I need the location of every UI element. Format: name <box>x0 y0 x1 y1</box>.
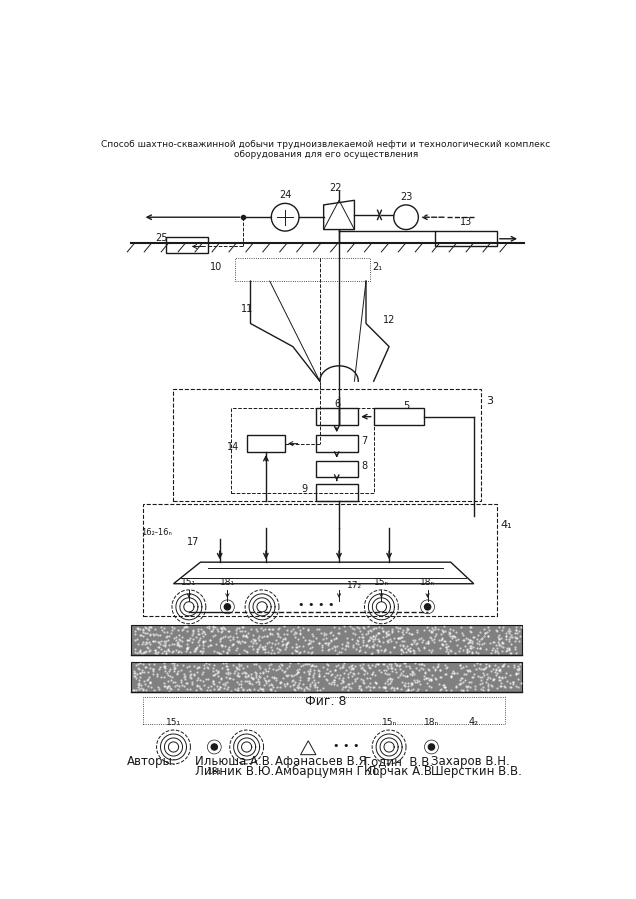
Bar <box>235 258 370 281</box>
Bar <box>316 408 358 425</box>
Bar <box>174 389 481 501</box>
Text: оборудования для его осуществления: оборудования для его осуществления <box>234 149 418 158</box>
Text: 4₁: 4₁ <box>501 520 512 530</box>
Text: 13: 13 <box>460 217 472 227</box>
Text: 7: 7 <box>361 436 368 446</box>
Text: 15ₙ: 15ₙ <box>382 718 397 727</box>
Text: 10: 10 <box>210 262 222 271</box>
Text: 18₁: 18₁ <box>207 767 222 776</box>
Text: 17₂: 17₂ <box>347 581 362 590</box>
Text: 9: 9 <box>301 484 307 494</box>
Text: 12: 12 <box>383 316 396 325</box>
Text: Авторы:: Авторы: <box>127 754 177 768</box>
Text: 14: 14 <box>226 441 239 452</box>
Text: 18ₙ: 18ₙ <box>424 718 439 727</box>
Circle shape <box>429 743 434 750</box>
Bar <box>166 237 208 253</box>
Bar <box>435 231 497 246</box>
Text: • • •: • • • <box>333 742 360 752</box>
Text: Шерсткин В.В.: Шерсткин В.В. <box>431 765 522 778</box>
Bar <box>374 408 424 425</box>
Bar <box>142 697 504 724</box>
Bar <box>131 663 522 691</box>
Text: Линник В.Ю.: Линник В.Ю. <box>195 765 274 778</box>
Text: 16₂-16ₙ: 16₂-16ₙ <box>141 529 172 538</box>
Circle shape <box>424 604 431 610</box>
Text: Фиг. 8: Фиг. 8 <box>305 695 347 708</box>
Text: 22: 22 <box>329 183 342 193</box>
Text: Захаров В.Н.: Захаров В.Н. <box>431 754 510 768</box>
Text: 18₁: 18₁ <box>220 578 235 587</box>
Text: • • • •: • • • • <box>298 601 334 610</box>
Text: 25: 25 <box>156 233 168 243</box>
Text: 8: 8 <box>361 461 368 471</box>
Circle shape <box>211 743 218 750</box>
Bar <box>131 626 522 654</box>
Text: Способ шахтно-скважинной добычи трудноизвлекаемой нефти и технологический компле: Способ шахтно-скважинной добычи трудноиз… <box>101 140 551 149</box>
Bar <box>316 484 358 501</box>
Text: 23: 23 <box>400 191 412 201</box>
Bar <box>316 460 358 477</box>
Bar <box>247 435 285 452</box>
Text: Годин  В.В.: Годин В.В. <box>364 754 434 768</box>
Bar <box>142 504 497 616</box>
Text: Афанасьев В.Я.: Афанасьев В.Я. <box>275 754 371 768</box>
Bar <box>316 435 358 452</box>
Circle shape <box>225 604 230 610</box>
Bar <box>232 408 374 493</box>
Text: 11: 11 <box>240 304 252 314</box>
Text: Амбарцумян Г.Л.: Амбарцумян Г.Л. <box>275 765 380 778</box>
Text: 6: 6 <box>334 399 340 409</box>
Text: 24: 24 <box>279 190 291 200</box>
Text: 4₂: 4₂ <box>469 717 479 727</box>
Text: 15₁: 15₁ <box>181 578 197 587</box>
Text: 18ₙ: 18ₙ <box>420 578 435 587</box>
Text: 17: 17 <box>186 538 199 547</box>
Text: Корчак А.В.: Корчак А.В. <box>364 765 436 778</box>
Text: 5: 5 <box>403 401 410 411</box>
Text: 15₁: 15₁ <box>166 718 181 727</box>
Text: 2₁: 2₁ <box>373 262 383 271</box>
Text: 3: 3 <box>486 396 493 406</box>
Text: Ильюша А.В.: Ильюша А.В. <box>195 754 273 768</box>
Text: 15ₙ: 15ₙ <box>374 578 389 587</box>
